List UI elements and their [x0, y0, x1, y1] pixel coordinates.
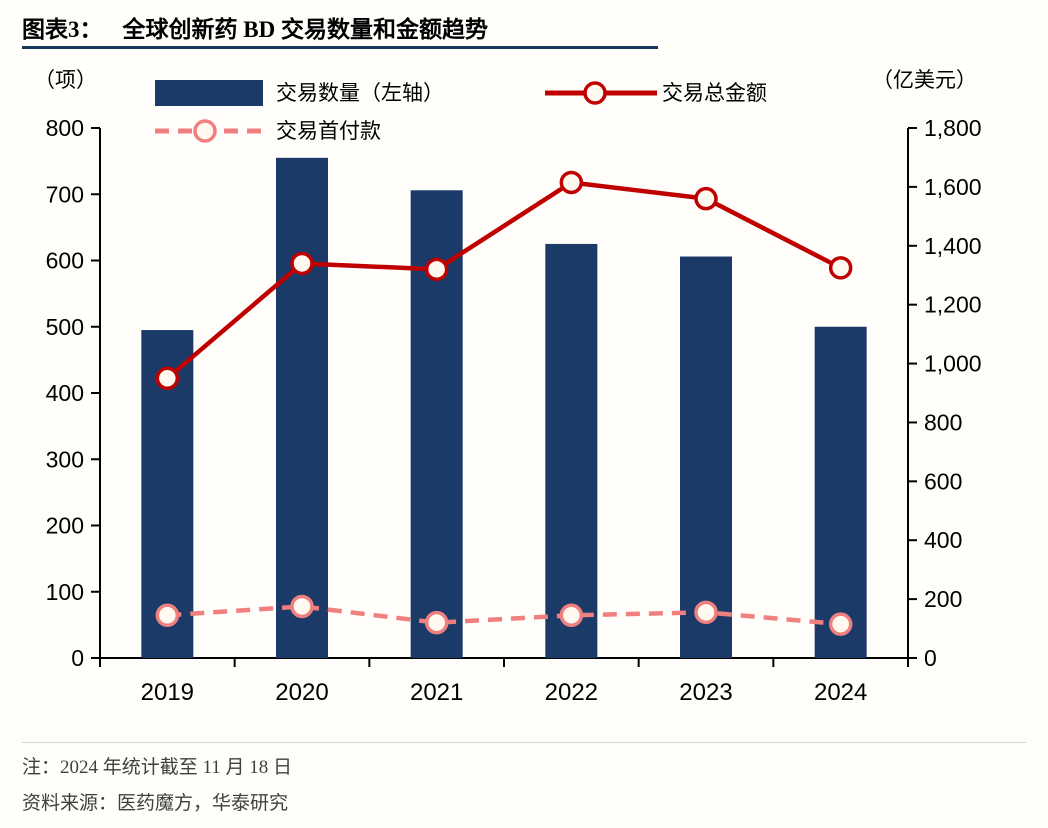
total-amount-marker-2024	[828, 256, 853, 280]
upfront-marker-2023	[694, 600, 718, 625]
right-tick-label: 400	[924, 527, 962, 553]
legend-line-swatch	[545, 81, 657, 105]
chart-source: 资料来源：医药魔方，华泰研究	[22, 793, 289, 814]
legend-line-marker	[583, 81, 607, 105]
bar-2022	[545, 243, 598, 658]
legend-dashed-swatch	[155, 119, 267, 143]
left-axis-unit: （项）	[34, 68, 97, 92]
bar-2020	[276, 157, 328, 658]
legend-label-line: 交易总金额	[662, 81, 767, 105]
x-category-label: 2022	[545, 679, 598, 706]
right-axis-unit: （亿美元）	[872, 68, 977, 92]
total-amount-marker-2020	[290, 251, 314, 276]
left-tick-label: 600	[46, 248, 84, 274]
right-tick-label: 0	[924, 645, 937, 671]
x-category-label: 2023	[679, 679, 732, 706]
x-category-label: 2021	[410, 679, 463, 706]
total-amount-marker-2021	[424, 257, 449, 282]
total-amount-marker-2019	[155, 366, 180, 391]
upfront-marker-2022	[559, 603, 584, 628]
right-tick-label: 1,800	[924, 115, 982, 141]
left-tick-label: 800	[46, 115, 84, 141]
footer-separator	[22, 742, 1026, 743]
figure-number: 图表3：	[22, 17, 103, 42]
upfront-marker-2019	[155, 603, 180, 628]
upfront-line	[167, 604, 841, 627]
legend-label-bars: 交易数量（左轴）	[276, 81, 444, 105]
figure-title: 图表3： 全球创新药 BD 交易数量和金额趋势	[22, 10, 488, 44]
left-tick-label: 200	[46, 513, 84, 539]
right-tick-label: 1,600	[924, 174, 982, 200]
legend-dashed-marker	[193, 119, 217, 143]
total-amount-line	[165, 180, 842, 380]
legend-bar-swatch	[155, 80, 263, 106]
right-tick-label: 1,200	[924, 292, 982, 318]
left-tick-label: 700	[46, 181, 84, 207]
upfront-marker-2020	[290, 594, 314, 619]
legend-label-dashed: 交易首付款	[276, 119, 381, 143]
total-amount-marker-2023	[694, 186, 718, 211]
title-underline	[22, 46, 658, 49]
right-tick-label: 1,400	[924, 233, 982, 259]
right-tick-label: 600	[924, 468, 962, 494]
left-tick-label: 100	[46, 579, 84, 605]
x-category-label: 2019	[141, 679, 194, 706]
x-category-label: 2024	[814, 679, 867, 706]
x-category-label: 2020	[275, 679, 328, 706]
left-tick-label: 0	[71, 645, 84, 671]
left-tick-label: 400	[46, 380, 84, 406]
right-tick-label: 800	[924, 409, 962, 435]
bar-2024	[814, 326, 867, 658]
figure-title-text: 全球创新药 BD 交易数量和金额趋势	[122, 17, 488, 42]
upfront-marker-2024	[828, 612, 853, 636]
chart-note: 注：2024 年统计截至 11 月 18 日	[22, 757, 293, 778]
upfront-marker-2021	[424, 610, 449, 635]
right-tick-label: 1,000	[924, 351, 982, 377]
left-tick-label: 500	[46, 314, 84, 340]
total-amount-marker-2022	[559, 170, 584, 195]
bar-2023	[680, 256, 732, 658]
left-tick-label: 300	[46, 446, 84, 472]
right-tick-label: 200	[924, 586, 962, 612]
